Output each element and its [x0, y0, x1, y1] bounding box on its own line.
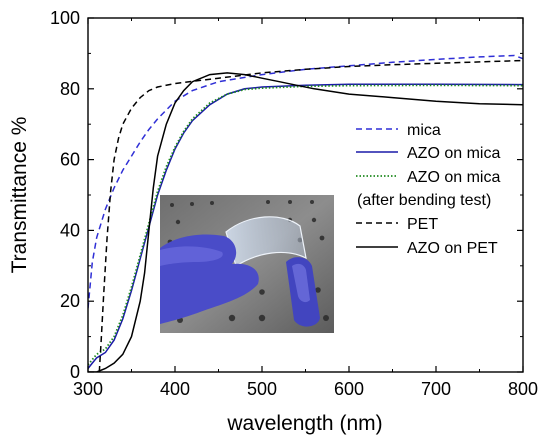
y-tick-label: 60	[60, 150, 80, 170]
x-tick-label: 600	[334, 379, 364, 399]
y-axis-label: Transmittance %	[8, 117, 31, 274]
y-tick-label: 40	[60, 220, 80, 240]
legend: mica AZO on mica AZO on mica (after bending…	[356, 122, 500, 257]
legend-label-4: PET	[407, 216, 438, 233]
y-tick-label: 80	[60, 79, 80, 99]
gloved-thumb	[160, 246, 223, 266]
flexible-film	[225, 216, 307, 267]
series-line-4	[98, 59, 523, 372]
x-tick-label: 800	[508, 379, 538, 399]
y-tick-label: 100	[50, 8, 80, 28]
legend-label-2: AZO on mica	[407, 145, 500, 162]
x-tick-label: 300	[73, 379, 103, 399]
legend-label-1: mica	[407, 122, 441, 139]
legend-label-3: AZO on mica	[407, 169, 500, 186]
legend-sublabel: (after bending test)	[357, 192, 491, 209]
finger-highlight	[292, 263, 310, 303]
x-axis-label: wavelength (nm)	[226, 412, 382, 435]
x-tick-label: 400	[160, 379, 190, 399]
x-tick-label: 500	[247, 379, 277, 399]
series-line-5	[88, 72, 523, 372]
y-tick-label: 20	[60, 291, 80, 311]
series-lines	[88, 54, 523, 372]
y-tick-label: 0	[70, 362, 80, 382]
x-tick-label: 700	[421, 379, 451, 399]
legend-label-5: AZO on PET	[407, 240, 498, 257]
series-line-2	[88, 83, 523, 369]
series-line-3	[88, 84, 523, 366]
axis-ticks: 300 400 500 600 700 800 0 20 40 60 80 100	[50, 8, 538, 399]
inset-photo	[160, 195, 334, 333]
